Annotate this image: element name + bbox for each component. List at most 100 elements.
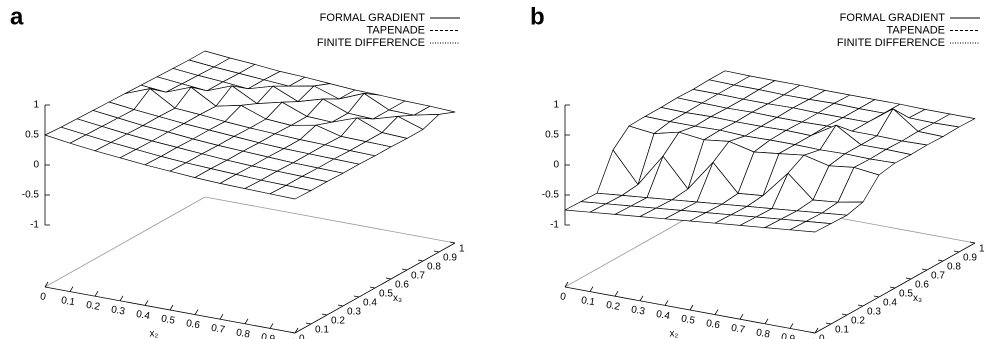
x-tick-label: 0.2 [85, 300, 101, 313]
x-tick [714, 309, 719, 315]
x-tick [664, 300, 669, 306]
legend-label: FINITE DIFFERENCE [317, 37, 425, 49]
y-tick [921, 268, 928, 271]
x-tick [94, 290, 99, 297]
x-tick-label: 0.2 [605, 300, 621, 313]
y-tick-label: 0.6 [395, 280, 409, 291]
y-tick-label: 0.1 [835, 325, 849, 336]
y-tick [321, 313, 328, 316]
x-tick-label: 0.3 [630, 304, 646, 317]
legend-label: FINITE DIFFERENCE [837, 37, 945, 49]
y-tick-label: 0.2 [851, 316, 865, 327]
y-tick-label: 1 [459, 244, 465, 255]
x-tick [294, 327, 299, 334]
x-tick [814, 327, 819, 334]
x-tick-label: 0.1 [580, 295, 596, 308]
z-tick-label: 0 [553, 160, 559, 171]
x-tick [44, 281, 49, 288]
z-tick-label: -0.5 [542, 190, 560, 201]
x-tick-label: 0.7 [730, 323, 746, 336]
z-tick-label: -1 [30, 220, 39, 231]
panel-label: a [10, 3, 24, 30]
x-tick [589, 286, 594, 292]
x-tick-label: 0.9 [780, 332, 796, 339]
x-tick [194, 309, 199, 315]
x-tick [564, 281, 569, 288]
x-tick-label: 0.9 [260, 332, 276, 339]
x-tick [269, 323, 274, 329]
y-tick [369, 286, 376, 289]
x-tick [244, 318, 249, 325]
y-tick-label: 0.5 [379, 289, 393, 300]
x-tick-label: 0 [559, 291, 567, 303]
y-tick-label: 0.8 [947, 262, 961, 273]
x-tick [689, 304, 694, 311]
y-tick [449, 241, 456, 244]
x-tick [614, 290, 619, 297]
x-tick-label: 0 [39, 291, 47, 303]
x-tick [639, 295, 644, 302]
x-tick-label: 0.6 [705, 318, 721, 331]
x-tick-label: 0.5 [160, 314, 176, 327]
base-edge [204, 196, 456, 244]
x-tick [119, 295, 124, 302]
y-tick-label: 0.1 [315, 325, 329, 336]
surface-cell [269, 185, 312, 200]
x-tick [789, 323, 794, 329]
legend-label: TAPENADE [887, 24, 945, 36]
x-axis-label: x₂ [670, 328, 679, 339]
legend-label: FORMAL GRADIENT [840, 12, 946, 24]
y-tick [905, 277, 912, 280]
x-tick-label: 0.7 [210, 323, 226, 336]
x-axis-label: x₂ [150, 328, 159, 339]
y-tick [889, 286, 896, 289]
z-tick-label: 1 [33, 100, 39, 111]
x-tick [764, 318, 769, 325]
legend-label: TAPENADE [367, 24, 425, 36]
y-tick [401, 268, 408, 271]
y-tick [825, 322, 832, 325]
y-tick [337, 304, 344, 307]
x-tick-label: 0.4 [135, 309, 151, 322]
y-tick [385, 277, 392, 280]
y-tick-label: 0.7 [411, 271, 425, 282]
y-tick-label: 0.4 [883, 298, 897, 309]
y-tick [305, 322, 312, 325]
y-tick [809, 331, 816, 334]
x-tick-label: 0.8 [235, 327, 251, 339]
x-tick-label: 0.5 [680, 314, 696, 327]
y-tick [873, 295, 880, 298]
y-tick-label: 0.3 [347, 307, 361, 318]
y-tick-label: 0.3 [867, 307, 881, 318]
y-tick-label: 0.6 [915, 280, 929, 291]
y-tick [841, 313, 848, 316]
y-tick [953, 250, 960, 253]
y-tick-label: 0.9 [443, 253, 457, 264]
x-tick [169, 304, 174, 311]
y-axis-label: x₃ [393, 293, 402, 304]
y-tick-label: 0 [819, 334, 825, 339]
x-tick-label: 1 [809, 337, 817, 339]
x-tick [219, 313, 224, 320]
z-tick-label: 0.5 [545, 130, 559, 141]
y-tick-label: 0.5 [899, 289, 913, 300]
x-tick-label: 0.4 [655, 309, 671, 322]
y-tick [417, 259, 424, 262]
y-tick [969, 241, 976, 244]
x-tick [739, 313, 744, 320]
x-tick-label: 0.8 [755, 327, 771, 339]
y-tick [289, 331, 296, 334]
x-tick [144, 300, 149, 306]
x-tick [69, 286, 74, 292]
surface-cell [789, 221, 832, 233]
y-tick-label: 0.8 [427, 262, 441, 273]
y-tick-label: 0.2 [331, 316, 345, 327]
y-tick [857, 304, 864, 307]
z-tick-label: 0.5 [25, 130, 39, 141]
z-tick-label: 0 [33, 160, 39, 171]
z-tick-label: -0.5 [22, 190, 40, 201]
panel-label: b [530, 3, 545, 30]
legend-label: FORMAL GRADIENT [320, 12, 426, 24]
